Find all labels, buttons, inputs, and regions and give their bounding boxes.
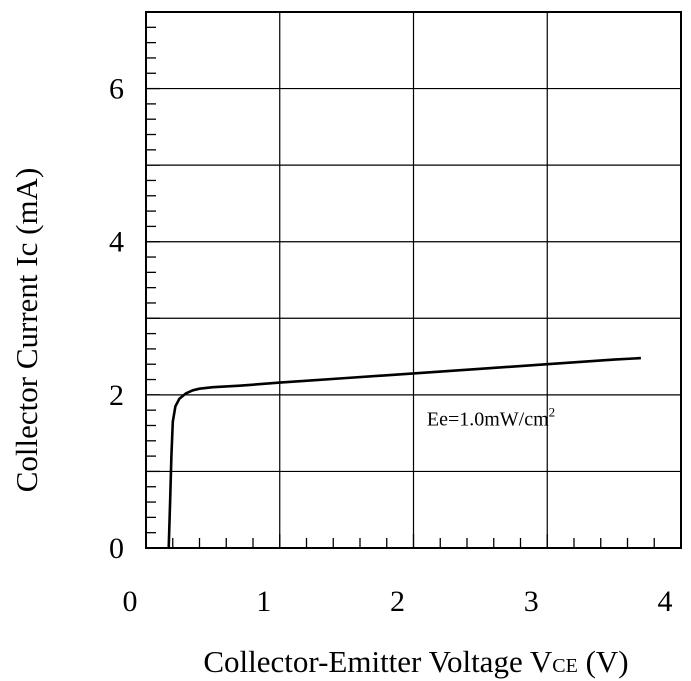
y-tick-labels: 0 2 4 6 [109, 73, 124, 565]
x-axis-label-subscript: CE [552, 655, 578, 677]
x-tick-label: 0 [123, 585, 138, 618]
y-tick-label: 4 [109, 226, 124, 259]
annotation-text: Ee=1.0mW/cm [427, 408, 549, 430]
x-tick-label: 3 [524, 585, 539, 618]
x-axis-label: Collector-Emitter Voltage VCE (V) [203, 644, 628, 679]
x-tick-labels: 0 1 2 3 4 [123, 585, 673, 618]
x-axis-label-main: Collector-Emitter Voltage V [203, 644, 553, 679]
x-tick-label: 4 [658, 585, 673, 618]
series [169, 358, 641, 548]
series-line [169, 358, 641, 548]
y-tick-label: 2 [109, 379, 124, 412]
x-axis-label-unit: (V) [578, 644, 629, 679]
y-axis-label: Collector Current Ic (mA) [9, 168, 44, 493]
grid [146, 12, 681, 548]
y-tick-label: 6 [109, 73, 124, 106]
x-tick-label: 1 [256, 585, 271, 618]
y-tick-label: 0 [109, 532, 124, 565]
annotation-ee: Ee=1.0mW/cm2 [427, 404, 555, 430]
annotation-superscript: 2 [549, 404, 556, 419]
x-tick-label: 2 [390, 585, 405, 618]
